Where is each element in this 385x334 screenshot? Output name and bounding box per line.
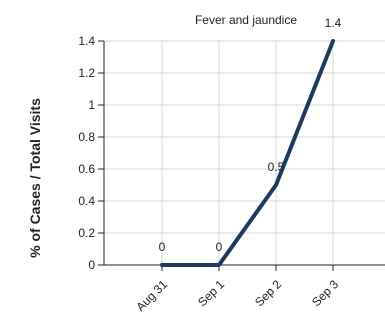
y-tick-label: 0 (88, 258, 95, 272)
data-label: 1.4 (325, 16, 342, 30)
axes (98, 40, 385, 271)
chart-title: Fever and jaundice (195, 13, 297, 27)
y-tick-label: 1 (88, 98, 95, 112)
y-axis-label: % of Cases / Total Visits (27, 98, 43, 258)
data-label: 0.5 (268, 160, 285, 174)
x-tick-label: Sep 2 (252, 277, 284, 309)
series-line (160, 39, 335, 267)
data-label: 0 (159, 240, 166, 254)
x-tick-label: Sep 1 (195, 277, 227, 309)
tick-labels: 0 0.2 0.4 0.6 0.8 1 1.2 1.4 Aug 31 Sep 1 Sep 2 Sep … (78, 34, 341, 314)
y-tick-label: 1.2 (78, 66, 95, 80)
data-labels: 0 0 0.5 1.4 (159, 16, 342, 254)
y-tick-label: 0.8 (78, 130, 95, 144)
y-tick-label: 0.4 (78, 194, 95, 208)
x-tick-label: Aug 31 (133, 277, 170, 314)
series-layer (160, 39, 335, 267)
y-tick-label: 0.6 (78, 162, 95, 176)
y-tick-label: 0.2 (78, 226, 95, 240)
data-label: 0 (216, 240, 223, 254)
x-tick-label: Sep 3 (309, 277, 341, 309)
gridlines (104, 40, 385, 265)
y-tick-label: 1.4 (78, 34, 95, 48)
